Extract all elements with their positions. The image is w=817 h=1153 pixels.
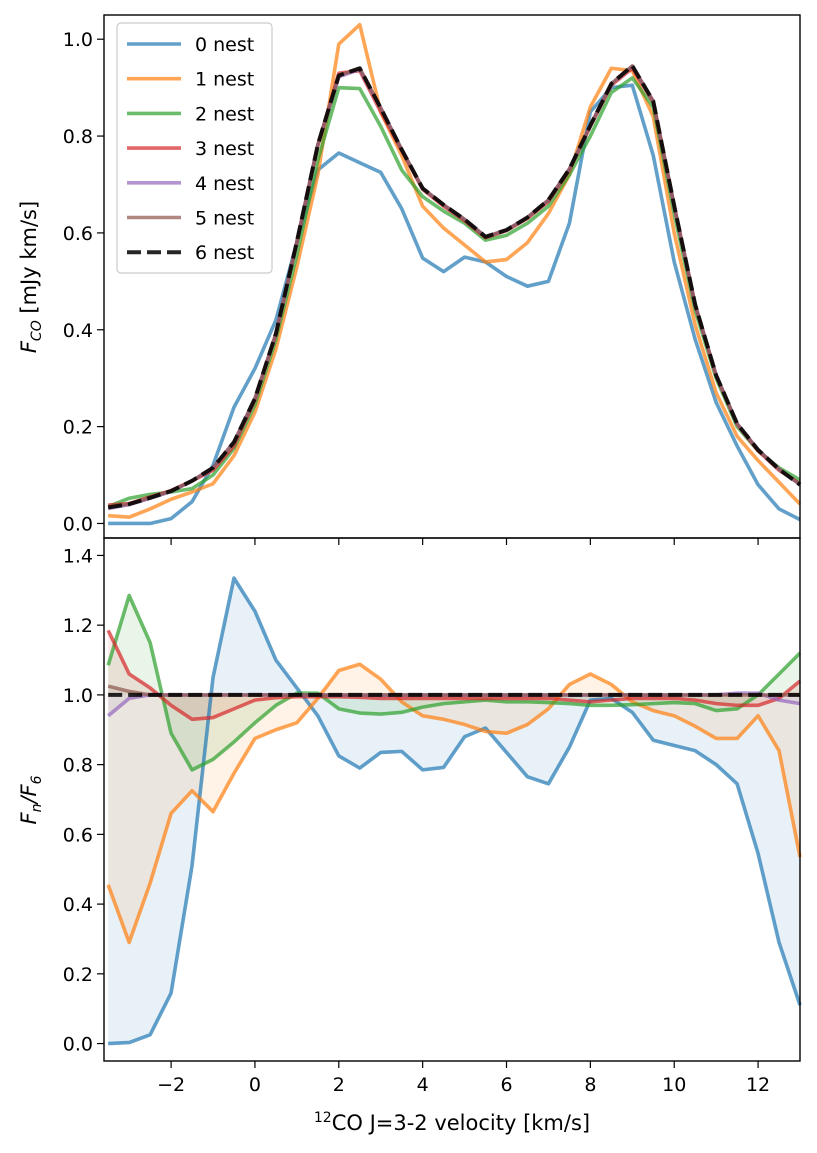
top-ylabel: FCO [mJy km/s] bbox=[17, 201, 45, 353]
legend: 0 nest 1 nest 2 nest 3 nest 4 nest 5 nest 6 ne… bbox=[116, 22, 273, 274]
bottom-ylabel: Fn/F6 bbox=[17, 775, 45, 824]
top-series-1-nest bbox=[108, 22, 802, 519]
bottom-xtick-label: 2 bbox=[333, 1074, 345, 1096]
top-series-0-nest bbox=[108, 83, 801, 526]
legend-frame bbox=[116, 22, 273, 274]
bottom-xlabel: 12CO J=3-2 velocity [km/s] bbox=[314, 1110, 590, 1135]
top-series-6-nest bbox=[107, 63, 802, 510]
bottom-series-1-nest bbox=[106, 662, 802, 945]
bottom-series-2-nest bbox=[106, 593, 802, 772]
legend-label-0-nest: 0 nest bbox=[195, 34, 254, 56]
bottom-axes-frame bbox=[103, 537, 801, 1062]
legend-label-6-nest: 6 nest bbox=[195, 242, 254, 264]
legend-label-2-nest: 2 nest bbox=[195, 103, 254, 125]
bottom-fill-1-nest bbox=[108, 664, 800, 943]
bottom-panel: 0.0 0.2 0.4 0.6 0.8 1.0 1.2 1.4 −2 0 2 4 6 8 10 12 Fn/… bbox=[17, 537, 802, 1135]
legend-label-4-nest: 4 nest bbox=[195, 173, 254, 195]
bottom-ytick-label: 0.2 bbox=[63, 964, 93, 986]
bottom-xtick-label: 8 bbox=[584, 1074, 596, 1096]
top-ytick-label: 0.4 bbox=[63, 320, 93, 342]
bottom-series-3-nest bbox=[106, 629, 802, 722]
bottom-ytick-label: 1.2 bbox=[63, 615, 93, 637]
bottom-ytick-label: 0.0 bbox=[63, 1034, 93, 1056]
top-ytick-label: 0.6 bbox=[63, 223, 93, 245]
bottom-ytick-label: 1.0 bbox=[63, 685, 93, 707]
bottom-series-0-nest bbox=[108, 576, 802, 1046]
bottom-ytick-label: 0.8 bbox=[63, 755, 93, 777]
bottom-xtick-label: 4 bbox=[417, 1074, 429, 1096]
bottom-xtick-label: 0 bbox=[249, 1074, 261, 1096]
bottom-ytick-label: 0.6 bbox=[63, 824, 93, 846]
bottom-xtick-label: 12 bbox=[746, 1074, 770, 1096]
bottom-ytick-label: 1.4 bbox=[63, 545, 93, 567]
legend-label-1-nest: 1 nest bbox=[195, 69, 254, 91]
legend-label-5-nest: 5 nest bbox=[195, 208, 254, 230]
bottom-xtick-label: −2 bbox=[157, 1074, 185, 1096]
top-ytick-label: 0.2 bbox=[63, 417, 93, 439]
top-ytick-label: 0.0 bbox=[63, 513, 93, 535]
bottom-xtick-label: 6 bbox=[500, 1074, 512, 1096]
bottom-ytick-label: 0.4 bbox=[63, 894, 93, 916]
legend-label-3-nest: 3 nest bbox=[195, 138, 254, 160]
bottom-xtick-label: 10 bbox=[662, 1074, 686, 1096]
top-ytick-label: 0.8 bbox=[63, 126, 93, 148]
top-panel: 0.0 0.2 0.4 0.6 0.8 1.0 FCO [mJy km/s] 0 nest… bbox=[17, 14, 802, 545]
top-ytick-label: 1.0 bbox=[63, 29, 93, 51]
